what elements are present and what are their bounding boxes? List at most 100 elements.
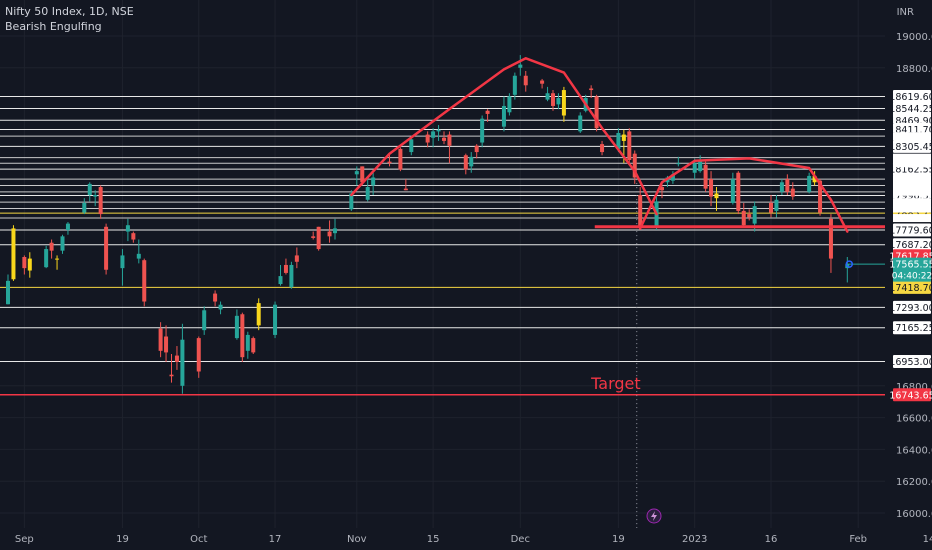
candle-body <box>812 175 817 183</box>
level-tag-text: 18162.55 <box>889 165 932 176</box>
lightning-icon[interactable] <box>646 508 662 524</box>
candle-body <box>627 131 632 161</box>
level-tag-bg <box>893 321 931 335</box>
price-axis: 19000.00 18800.00 16800.00 16600.00 16400.00… <box>885 0 932 528</box>
candle-body <box>616 132 621 149</box>
candle-body <box>442 137 446 141</box>
candle-body <box>44 249 49 268</box>
level-tag-text: 17779.60 <box>889 226 932 237</box>
candle-body <box>98 187 103 215</box>
level-tag-text: 18619.60 <box>889 92 932 103</box>
candle-body <box>545 93 550 100</box>
candle <box>218 301 223 315</box>
candle-body <box>469 156 474 167</box>
candle <box>27 252 32 278</box>
candle-body <box>11 228 16 280</box>
symbol-title[interactable]: Nifty 50 Index, 1D, NSE <box>5 5 134 18</box>
candle <box>469 152 474 173</box>
candle-body <box>507 96 512 113</box>
candle <box>256 298 261 331</box>
countdown-value: 04:40:22 <box>892 272 932 282</box>
time-tick-label: 17 <box>269 534 282 545</box>
candle <box>463 153 468 175</box>
candle-body <box>523 75 528 86</box>
candle <box>98 185 103 219</box>
candle-body <box>93 195 98 197</box>
candle-body <box>540 80 545 84</box>
candle-body <box>703 164 708 189</box>
candle-body <box>202 310 207 331</box>
candle-body <box>518 64 523 68</box>
candle <box>561 86 566 122</box>
candle <box>785 174 790 195</box>
candle <box>44 245 49 269</box>
candle <box>431 128 436 148</box>
candle <box>55 255 60 270</box>
time-tick-label: 14 <box>923 534 932 545</box>
candle-body <box>136 253 141 259</box>
candle <box>164 325 169 362</box>
candle <box>60 234 65 254</box>
candle <box>632 150 637 184</box>
level-tag: 17418.70 <box>889 280 932 294</box>
time-tick-label: Nov <box>347 534 367 545</box>
level-tag-bg <box>893 198 931 207</box>
candle <box>589 85 594 99</box>
price-tick-label: 18800.00 <box>896 64 932 75</box>
level-tag-bg <box>893 354 931 368</box>
level-tag-bg <box>893 159 931 168</box>
candle <box>812 171 817 186</box>
candle-body <box>736 172 741 211</box>
candle <box>251 336 256 354</box>
red-price-tag-text: 17617.85 <box>889 251 932 262</box>
candle <box>273 301 278 339</box>
candle-body <box>27 258 32 271</box>
candle-body <box>621 134 626 141</box>
level-tag-bg <box>893 132 931 141</box>
level-tag-text: 17418.70 <box>889 283 932 294</box>
candle-body <box>294 255 299 262</box>
candle-body <box>403 188 408 191</box>
level-tag-bg <box>893 300 931 314</box>
time-tick-label: Sep <box>15 534 34 545</box>
candle <box>371 172 376 195</box>
candle <box>556 93 561 110</box>
time-tick-label: 2023 <box>682 534 707 545</box>
candle <box>104 223 109 275</box>
candle <box>158 322 163 358</box>
candle-body <box>714 193 719 199</box>
candle <box>709 171 714 207</box>
level-tag-bg <box>893 204 931 213</box>
candle <box>730 172 735 205</box>
level-tag-bg <box>893 214 931 223</box>
level-tag-bg <box>893 238 931 252</box>
candle-body <box>741 210 746 226</box>
candle-body <box>65 223 70 230</box>
candle-body <box>512 75 517 95</box>
currency-label: INR <box>896 7 914 18</box>
current-price-value: 17565.55 <box>889 260 932 271</box>
candle-body <box>463 155 468 170</box>
level-tag-bg <box>893 89 931 103</box>
level-tag-text: 18469.90 <box>889 116 932 127</box>
candle <box>6 274 10 305</box>
candle <box>703 161 708 192</box>
candle-body <box>289 264 294 288</box>
candle-body <box>818 180 823 213</box>
candle <box>442 131 446 145</box>
candle <box>807 172 812 194</box>
candle-body <box>676 163 681 165</box>
level-tag: 18305.45 <box>889 139 932 153</box>
candle-body <box>485 110 490 114</box>
candle-body <box>398 148 403 170</box>
candle <box>769 195 773 218</box>
candle <box>551 90 555 111</box>
candle <box>354 166 359 186</box>
candle <box>387 153 392 167</box>
candle-body <box>779 182 784 192</box>
level-tag-bg <box>893 101 931 115</box>
indicator-label[interactable]: Bearish Engulfing <box>5 20 102 33</box>
